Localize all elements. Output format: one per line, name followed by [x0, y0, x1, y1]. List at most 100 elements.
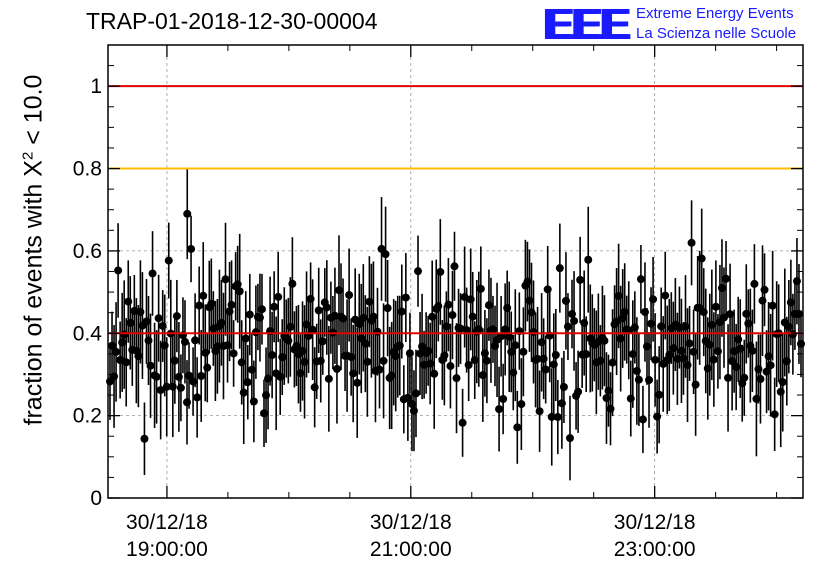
data-point	[243, 378, 252, 387]
data-point	[649, 295, 658, 304]
data-point	[687, 238, 696, 247]
data-point	[241, 334, 250, 343]
data-point	[468, 312, 477, 321]
data-point	[691, 380, 700, 389]
data-point	[685, 339, 694, 348]
data-point	[411, 389, 420, 398]
y-tick-label: 0	[90, 487, 102, 510]
data-point	[114, 266, 123, 275]
data-point	[162, 382, 171, 391]
data-point	[756, 375, 765, 384]
chart-title: TRAP-01-2018-12-30-00004	[86, 8, 378, 34]
x-tick-date: 30/12/18	[126, 511, 208, 534]
data-point	[760, 285, 769, 294]
data-point	[636, 275, 645, 284]
data-point	[235, 287, 244, 296]
data-point	[270, 302, 279, 311]
data-point	[308, 325, 317, 334]
data-point	[551, 350, 560, 359]
data-point	[229, 349, 238, 358]
data-point	[740, 373, 749, 382]
data-point	[156, 386, 165, 395]
data-point	[140, 434, 149, 443]
data-point	[533, 354, 542, 363]
plot-frame	[107, 44, 804, 499]
data-point	[651, 355, 660, 364]
data-point	[245, 310, 254, 319]
data-point	[541, 365, 550, 374]
data-point	[428, 312, 437, 321]
data-point	[112, 347, 121, 356]
data-point	[513, 423, 522, 432]
data-point	[318, 337, 327, 346]
data-point	[322, 303, 331, 312]
data-point	[239, 388, 248, 397]
data-point	[164, 256, 173, 265]
data-point	[152, 372, 161, 381]
data-point	[750, 279, 759, 288]
data-point	[375, 365, 384, 374]
data-point	[768, 301, 777, 310]
data-point	[122, 358, 131, 367]
data-point	[199, 291, 208, 300]
data-point	[519, 347, 528, 356]
data-point	[403, 393, 412, 402]
data-point	[555, 264, 564, 273]
data-point	[535, 407, 544, 416]
data-point	[349, 369, 358, 378]
data-point	[405, 349, 414, 358]
data-point	[430, 369, 439, 378]
y-tick-label: 1	[90, 75, 102, 98]
logo-mark: EEE	[543, 0, 629, 49]
data-point	[574, 387, 583, 396]
eee-logo: EEE Extreme Energy Events La Scienza nel…	[543, 3, 833, 47]
data-point	[180, 337, 189, 346]
data-point	[559, 383, 568, 392]
data-point	[146, 361, 155, 370]
data-point	[495, 405, 504, 414]
data-point	[634, 375, 643, 384]
y-tick-label: 0.2	[73, 405, 102, 428]
data-point	[655, 390, 664, 399]
data-point	[770, 410, 779, 419]
data-point	[379, 356, 388, 365]
data-point	[414, 267, 423, 276]
data-point	[748, 346, 757, 355]
data-point	[452, 374, 461, 383]
data-point	[176, 383, 185, 392]
data-point	[450, 262, 459, 271]
data-point	[249, 397, 258, 406]
y-tick-label: 0.8	[73, 158, 102, 181]
y-tick-label: 0.4	[73, 322, 103, 345]
data-point	[381, 250, 390, 259]
data-point	[274, 292, 283, 301]
logo-line-2: La Scienza nelle Scuole	[636, 25, 797, 42]
data-point	[476, 284, 485, 293]
data-point	[397, 307, 406, 316]
x-tick-time: 23:00:00	[614, 538, 696, 561]
x-tick-time: 21:00:00	[370, 538, 452, 561]
data-point	[709, 355, 718, 364]
data-point	[645, 375, 654, 384]
data-point	[170, 356, 179, 365]
data-point	[353, 378, 362, 387]
data-point	[221, 275, 230, 284]
data-point	[345, 291, 354, 300]
data-point	[766, 361, 775, 370]
data-point	[436, 267, 445, 276]
data-point	[600, 336, 609, 345]
data-point	[195, 301, 204, 310]
data-point	[257, 305, 266, 314]
data-point	[711, 302, 720, 311]
data-point	[553, 413, 562, 422]
data-point	[324, 374, 333, 383]
logo-line-1: Extreme Energy Events	[636, 5, 794, 22]
data-point	[722, 274, 731, 283]
x-tick-date: 30/12/18	[614, 511, 696, 534]
data-point	[582, 350, 591, 359]
data-point	[227, 300, 236, 309]
data-point	[563, 322, 572, 331]
data-point	[332, 364, 341, 373]
data-point	[584, 255, 593, 264]
